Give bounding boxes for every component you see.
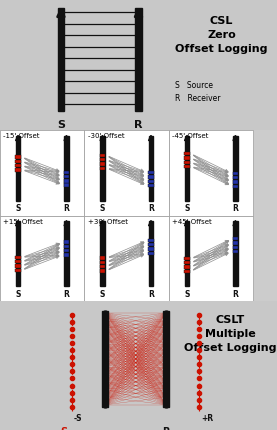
Bar <box>185 221 189 286</box>
Text: R   Receiver: R Receiver <box>175 94 220 103</box>
Bar <box>64 241 69 244</box>
Bar <box>149 221 153 286</box>
Bar <box>233 242 238 245</box>
Bar <box>64 184 69 187</box>
Bar <box>169 131 253 216</box>
Text: S: S <box>184 204 190 213</box>
Bar <box>184 166 190 169</box>
Text: R: R <box>148 204 154 213</box>
Text: -30' Offset: -30' Offset <box>88 133 124 139</box>
Bar <box>184 261 190 265</box>
Text: +15' Offset: +15' Offset <box>3 218 43 224</box>
Text: +R: +R <box>201 413 213 422</box>
Text: -15' Offset: -15' Offset <box>3 133 40 139</box>
Bar <box>234 136 238 202</box>
Bar <box>149 136 153 202</box>
Bar <box>64 245 69 249</box>
Bar <box>101 136 105 202</box>
Bar <box>100 159 105 162</box>
Bar <box>16 136 20 202</box>
Bar <box>169 216 253 301</box>
Bar <box>253 131 277 301</box>
Bar <box>100 261 105 264</box>
Bar <box>58 9 64 111</box>
Bar <box>65 221 69 286</box>
Bar <box>65 136 69 202</box>
Bar <box>184 270 190 273</box>
Text: R: R <box>134 120 143 129</box>
Bar <box>234 221 238 286</box>
Bar <box>100 257 105 260</box>
Bar <box>15 265 21 268</box>
Text: S: S <box>184 289 190 298</box>
Bar <box>102 311 108 407</box>
Bar <box>64 180 69 183</box>
Bar <box>184 266 190 269</box>
Text: S: S <box>15 204 21 213</box>
Text: R: R <box>63 289 70 298</box>
Bar <box>233 172 238 175</box>
Bar <box>100 265 105 269</box>
Bar <box>100 163 105 166</box>
Bar <box>184 157 190 160</box>
Bar <box>15 165 21 168</box>
Bar <box>148 243 154 247</box>
Bar <box>16 221 20 286</box>
Text: R: R <box>232 204 238 213</box>
Bar <box>148 180 154 184</box>
Bar <box>184 153 190 156</box>
Text: S: S <box>60 426 67 430</box>
Bar <box>233 181 238 184</box>
Bar <box>184 257 190 261</box>
Bar <box>148 176 154 179</box>
Bar <box>233 185 238 188</box>
Text: +30' Offset: +30' Offset <box>88 218 128 224</box>
Bar <box>64 171 69 175</box>
Bar <box>15 169 21 172</box>
Bar <box>64 249 69 253</box>
Bar <box>15 256 21 259</box>
Bar <box>184 161 190 165</box>
Text: S: S <box>100 289 105 298</box>
Text: +45' Offset: +45' Offset <box>172 218 212 224</box>
Bar <box>64 254 69 257</box>
Bar <box>148 184 154 188</box>
Bar <box>148 248 154 251</box>
Bar <box>163 311 169 407</box>
Text: S   Source: S Source <box>175 81 212 90</box>
Text: -S: -S <box>73 413 82 422</box>
Bar <box>15 261 21 264</box>
Bar <box>233 177 238 180</box>
Bar <box>84 216 169 301</box>
Bar <box>15 269 21 272</box>
Bar <box>233 250 238 254</box>
Bar <box>15 156 21 159</box>
Text: -45' Offset: -45' Offset <box>172 133 209 139</box>
Bar <box>100 154 105 158</box>
Bar <box>64 175 69 179</box>
Text: R: R <box>162 426 170 430</box>
Text: R: R <box>63 204 70 213</box>
Bar <box>101 221 105 286</box>
Text: CSL
Zero
Offset Logging: CSL Zero Offset Logging <box>175 16 268 54</box>
Bar <box>148 252 154 255</box>
Bar <box>148 172 154 175</box>
Text: R: R <box>232 289 238 298</box>
Text: S: S <box>57 120 65 129</box>
Bar <box>0 131 84 216</box>
Bar <box>233 237 238 241</box>
Bar <box>0 216 84 301</box>
Bar <box>185 136 189 202</box>
Bar <box>100 167 105 171</box>
Bar <box>148 239 154 243</box>
Text: CSLT
Multiple
Offset Logging: CSLT Multiple Offset Logging <box>184 314 276 352</box>
Text: R: R <box>148 289 154 298</box>
Bar <box>135 9 142 111</box>
Bar <box>84 131 169 216</box>
Text: S: S <box>100 204 105 213</box>
Bar <box>15 160 21 163</box>
Bar <box>100 270 105 273</box>
Text: S: S <box>15 289 21 298</box>
Bar <box>233 246 238 249</box>
